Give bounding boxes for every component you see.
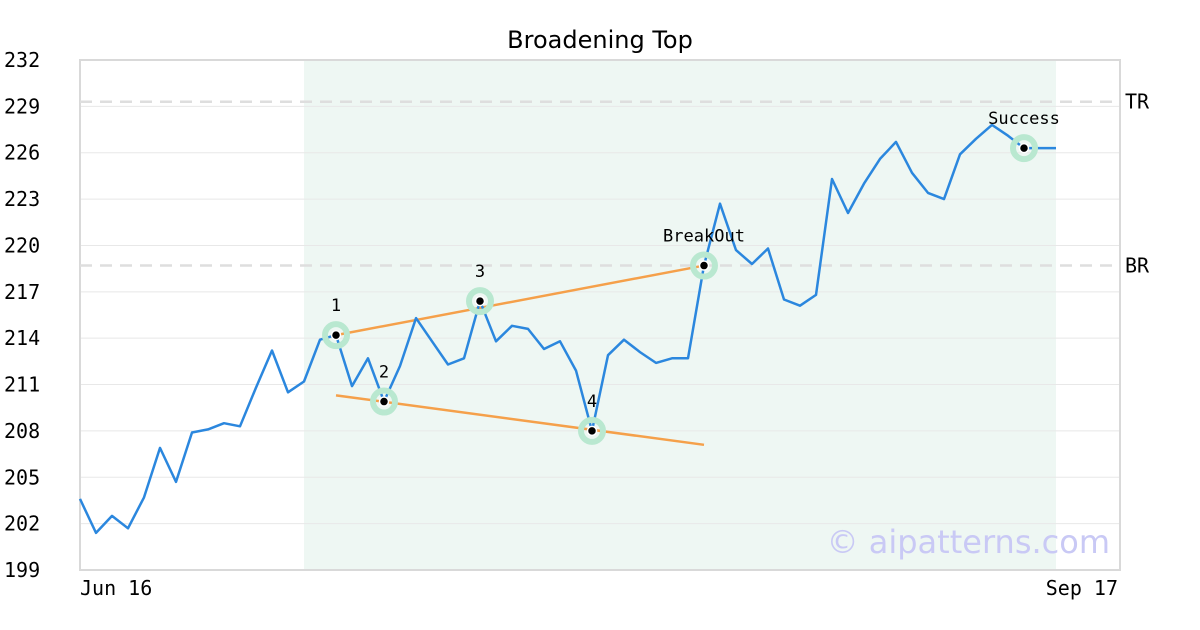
y-tick-label: 229 <box>4 94 40 118</box>
y-tick-label: 208 <box>4 419 40 443</box>
annotation-label: Success <box>988 109 1060 129</box>
marker-dot <box>474 295 486 307</box>
marker-dot <box>698 260 710 271</box>
y-tick-label: 220 <box>4 233 40 257</box>
marker-dot <box>330 329 342 341</box>
marker-dot <box>1018 142 1030 154</box>
chart-title: Broadening Top <box>507 26 693 54</box>
y-tick-label: 232 <box>4 48 40 72</box>
price-line <box>78 123 1056 535</box>
annotation-label: 3 <box>475 262 485 282</box>
annotation-label: 1 <box>331 296 341 316</box>
y-tick-label: 217 <box>4 280 40 304</box>
level-label-br: BR <box>1125 254 1150 278</box>
upper-trendline <box>335 264 705 337</box>
marker-ring <box>690 251 718 280</box>
x-tick-label: Sep 17 <box>1046 576 1118 600</box>
level-label-tr: TR <box>1125 90 1150 114</box>
annotation-label: 4 <box>587 392 597 412</box>
x-tick-label: Jun 16 <box>80 576 152 600</box>
y-tick-label: 205 <box>4 465 40 489</box>
marker-ring <box>370 387 398 416</box>
pattern-shading <box>304 60 1056 570</box>
y-tick-label: 199 <box>4 558 40 582</box>
plot-frame <box>79 59 1121 571</box>
y-tick-label: 226 <box>4 141 40 165</box>
y-tick-label: 211 <box>4 373 40 397</box>
annotation-label: 2 <box>379 363 389 383</box>
marker-ring <box>466 287 494 316</box>
y-tick-label: 223 <box>4 187 40 211</box>
y-tick-label: 214 <box>4 326 40 350</box>
marker-ring <box>578 416 606 445</box>
y-tick-label: 202 <box>4 512 40 536</box>
marker-ring <box>322 321 350 350</box>
marker-dot <box>586 425 598 437</box>
watermark: © aipatterns.com <box>827 523 1110 561</box>
marker-dot <box>378 396 390 407</box>
annotation-label: BreakOut <box>663 227 745 247</box>
marker-ring <box>1010 134 1038 163</box>
